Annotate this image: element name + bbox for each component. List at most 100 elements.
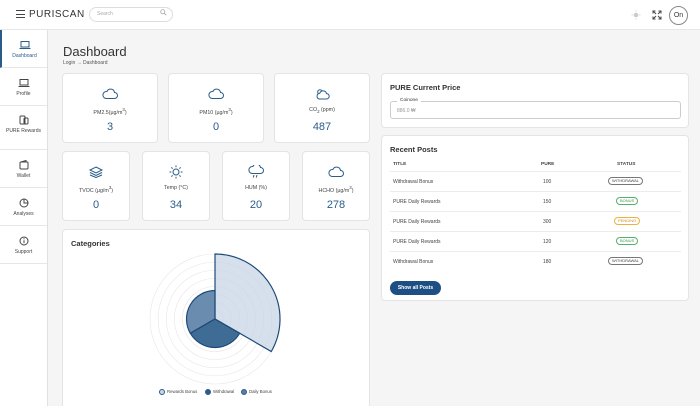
stat-card-co2: CO2 (ppm) 487 <box>274 73 370 143</box>
post-title: Withdrawal Bonus <box>393 259 434 265</box>
post-title: PURE Daily Rewards <box>393 219 441 225</box>
search-icon[interactable] <box>160 9 167 16</box>
stat-card-tvoc: TVOC (µg/m3) 0 <box>62 151 130 221</box>
post-pure: 120 <box>543 239 552 245</box>
stat-value: 0 <box>212 121 220 133</box>
polar-area-chart <box>149 253 281 385</box>
post-pure: 100 <box>543 179 552 185</box>
search-input[interactable]: Search <box>89 7 173 22</box>
price-field: Coinone 886.0 ₩ <box>390 98 681 119</box>
laptop-icon <box>19 41 30 49</box>
sidebar-item-profile[interactable]: Profile <box>0 68 47 106</box>
sidebar-item-analyses[interactable]: Analyses <box>0 188 47 226</box>
stat-value: 0 <box>92 199 100 211</box>
sidebar-item-label: Dashboard <box>12 53 37 59</box>
sidebar-item-label: Support <box>14 249 33 255</box>
info-icon <box>19 236 28 246</box>
stat-card-pm25: PM2.5(µg/m3) 3 <box>62 73 158 143</box>
status-badge: BONUS <box>616 237 639 245</box>
stat-value: 34 <box>169 199 183 211</box>
table-row[interactable]: PURE Daily Rewards 150 BONUS <box>390 191 681 211</box>
legend-item-rewards-bonus[interactable]: Rewards Bonus <box>159 389 197 395</box>
legend-item-daily-bonus[interactable]: Daily Bonus <box>241 389 272 395</box>
price-card: PURE Current Price Coinone 886.0 ₩ <box>381 73 689 128</box>
cloud-icon <box>208 88 224 99</box>
layers-icon <box>88 166 104 178</box>
stat-label: Temp (°C) <box>164 185 188 191</box>
table-row[interactable]: PURE Daily Rewards 300 PENDING <box>390 211 681 231</box>
page-title: Dashboard <box>63 44 127 59</box>
legend-swatch <box>241 389 247 395</box>
table-row[interactable]: Withdrawal Bonus 180 WITHDRAWAL <box>390 251 681 271</box>
legend-swatch <box>159 389 165 395</box>
sidebar-item-label: PURE Rewards <box>5 128 41 134</box>
fullscreen-icon[interactable] <box>652 10 662 20</box>
legend-label: Daily Bonus <box>249 389 272 395</box>
post-title: PURE Daily Rewards <box>393 239 441 245</box>
post-title: Withdrawal Bonus <box>393 179 434 185</box>
column-header-status: STATUS <box>617 162 636 167</box>
stat-label: HUM (%) <box>245 185 267 191</box>
table-row[interactable]: Withdrawal Bonus 100 WITHDRAWAL <box>390 171 681 191</box>
status-badge: BONUS <box>616 197 639 205</box>
stat-label: PM2.5(µg/m3) <box>93 107 127 116</box>
legend-swatch <box>205 389 211 395</box>
sidebar-item-pure-rewards[interactable]: PURE Rewards <box>0 106 47 150</box>
post-pure: 150 <box>543 199 552 205</box>
cloud-rain-icon <box>248 165 264 178</box>
sidebar-item-support[interactable]: Support <box>0 226 47 264</box>
avatar[interactable]: On <box>669 6 688 25</box>
stat-label: TVOC (µg/m3) <box>78 185 114 194</box>
cloud-icon <box>102 88 118 99</box>
stat-value: 3 <box>106 121 114 133</box>
column-header-pure: PURE <box>541 162 555 167</box>
pie-chart-icon <box>19 198 28 208</box>
legend-label: Rewards Bonus <box>167 389 198 395</box>
stat-value: 20 <box>249 199 263 211</box>
stat-card-hum: HUM (%) 20 <box>222 151 290 221</box>
sidebar-item-dashboard[interactable]: Dashboard <box>0 30 47 68</box>
stat-value: 487 <box>312 121 332 133</box>
coins-icon <box>19 115 28 125</box>
categories-title: Categories <box>71 239 110 248</box>
legend-label: Withdrawal <box>213 389 235 395</box>
status-badge: WITHDRAWAL <box>608 177 644 185</box>
post-title: PURE Daily Rewards <box>393 199 441 205</box>
price-field-label: Coinone <box>397 98 421 103</box>
price-title: PURE Current Price <box>390 83 461 92</box>
brand-name: PURISCAN <box>29 9 85 20</box>
status-badge: PENDING <box>614 217 641 225</box>
post-pure: 180 <box>543 259 552 265</box>
sidebar: Dashboard Profile PURE Rewards Wallet An… <box>0 30 48 406</box>
recent-posts-card: Recent Posts TITLE PURE STATUS Withdrawa… <box>381 135 689 301</box>
show-all-posts-button[interactable]: Show all Posts <box>390 281 441 295</box>
cloud-sun-icon <box>316 89 330 100</box>
polar-sector-withdrawal[interactable] <box>189 318 241 349</box>
wallet-icon <box>19 160 28 170</box>
recent-posts-title: Recent Posts <box>390 145 438 154</box>
status-badge: WITHDRAWAL <box>608 257 644 265</box>
stat-card-pm10: PM10 (µg/m3) 0 <box>168 73 264 143</box>
stat-card-temp: Temp (°C) 34 <box>142 151 210 221</box>
stat-value: 278 <box>326 199 346 211</box>
theme-toggle-icon[interactable] <box>631 10 641 20</box>
cloud-icon <box>328 166 344 177</box>
sun-icon <box>169 165 183 179</box>
polar-sector-rewards-bonus[interactable] <box>214 253 281 353</box>
laptop-icon <box>18 79 29 87</box>
stat-label: HCHO (µg/m3) <box>318 185 354 194</box>
sidebar-item-wallet[interactable]: Wallet <box>0 150 47 188</box>
post-pure: 300 <box>543 219 552 225</box>
sidebar-item-label: Profile <box>16 91 31 97</box>
sidebar-item-label: Wallet <box>16 173 31 179</box>
column-header-title: TITLE <box>393 162 407 167</box>
stat-label: PM10 (µg/m3) <box>199 107 233 116</box>
sidebar-item-label: Analyses <box>13 211 34 217</box>
stat-card-hcho: HCHO (µg/m3) 278 <box>302 151 370 221</box>
legend-item-withdrawal[interactable]: Withdrawal <box>205 389 234 395</box>
stat-label: CO2 (ppm) <box>309 107 335 115</box>
breadcrumb: Login → Dashboard <box>63 60 108 66</box>
top-bar: PURISCAN Search On <box>0 0 700 30</box>
hamburger-menu-icon[interactable] <box>16 10 25 18</box>
table-row[interactable]: PURE Daily Rewards 120 BONUS <box>390 231 681 251</box>
